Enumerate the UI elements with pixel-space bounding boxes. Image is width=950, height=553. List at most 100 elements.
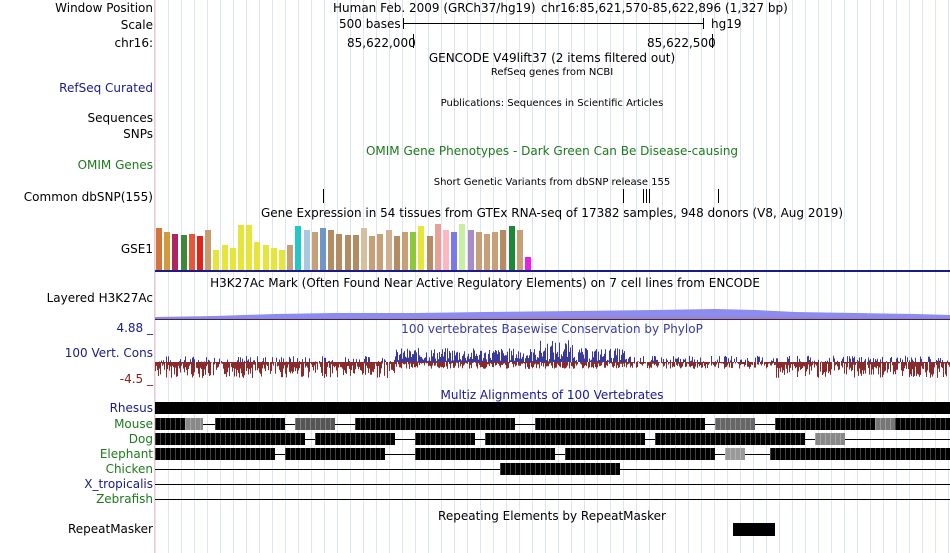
gtex-bar[interactable] xyxy=(434,224,441,270)
gtex-bar[interactable] xyxy=(270,248,277,270)
gtex-bar[interactable] xyxy=(393,236,400,270)
gtex-bar[interactable] xyxy=(328,230,335,270)
snp-mark[interactable] xyxy=(646,189,647,203)
gtex-bar[interactable] xyxy=(279,250,285,270)
omim-label[interactable]: OMIM Genes xyxy=(77,158,153,172)
snp-mark[interactable] xyxy=(649,189,650,203)
gtex-bar[interactable] xyxy=(418,226,425,270)
sequences-label[interactable]: Sequences xyxy=(87,111,153,125)
gtex-bar[interactable] xyxy=(377,234,384,270)
gtex-bar[interactable] xyxy=(180,235,187,270)
alignment-block xyxy=(155,418,185,430)
scale-label: Scale xyxy=(120,18,153,32)
gtex-bar[interactable] xyxy=(164,232,171,270)
species-label-mouse[interactable]: Mouse xyxy=(114,417,153,431)
snp-mark[interactable] xyxy=(623,189,624,203)
gtex-bar[interactable] xyxy=(262,245,269,270)
phylop-signal[interactable] xyxy=(155,320,950,386)
snp-mark[interactable] xyxy=(643,189,644,203)
h3k27ac-label[interactable]: Layered H3K27Ac xyxy=(46,291,153,305)
gtex-bar[interactable] xyxy=(254,242,261,270)
gtex-bar[interactable] xyxy=(197,236,203,270)
cons-label[interactable]: 100 Vert. Cons xyxy=(64,346,153,360)
gtex-bar[interactable] xyxy=(246,225,253,270)
repeatmasker-title: Repeating Elements by RepeatMasker xyxy=(438,509,666,523)
dbsnp-label[interactable]: Common dbSNP(155) xyxy=(23,190,153,204)
chr-label: chr16: xyxy=(114,36,153,50)
gtex-bar[interactable] xyxy=(303,230,310,270)
species-label-zebrafish[interactable]: Zebrafish xyxy=(96,492,153,506)
gtex-bar[interactable] xyxy=(516,230,523,270)
gtex-bar[interactable] xyxy=(361,228,367,270)
ruler-tick-label-2: 85,622,500 xyxy=(647,36,716,50)
gtex-bar[interactable] xyxy=(229,248,236,270)
gtex-bar[interactable] xyxy=(221,245,228,270)
alignment-row[interactable] xyxy=(155,478,950,490)
refseq-label[interactable]: RefSeq Curated xyxy=(59,81,153,95)
alignment-row[interactable] xyxy=(155,448,950,460)
gtex-bar[interactable] xyxy=(320,228,326,270)
gtex-bar[interactable] xyxy=(492,232,499,270)
alignment-row[interactable] xyxy=(155,402,950,414)
species-label-x_tropicalis[interactable]: X_tropicalis xyxy=(84,477,153,491)
alignment-block xyxy=(415,433,475,445)
alignment-block xyxy=(895,418,950,430)
gtex-bar[interactable] xyxy=(336,234,343,270)
species-label-chicken[interactable]: Chicken xyxy=(105,462,153,476)
gtex-bar[interactable] xyxy=(352,235,359,270)
gtex-bar[interactable] xyxy=(451,232,458,270)
species-label-rhesus[interactable]: Rhesus xyxy=(109,401,153,415)
gtex-bar[interactable] xyxy=(410,232,417,270)
gtex-bar[interactable] xyxy=(344,235,351,270)
gtex-bar-chart[interactable] xyxy=(156,222,536,270)
gtex-bar[interactable] xyxy=(484,234,490,270)
alignment-row[interactable] xyxy=(155,493,950,505)
gtex-title: Gene Expression in 54 tissues from GTEx … xyxy=(260,206,844,220)
alignment-block xyxy=(295,418,335,430)
gtex-bar[interactable] xyxy=(426,236,433,270)
gtex-bar[interactable] xyxy=(475,232,482,270)
repeatmasker-label[interactable]: RepeatMasker xyxy=(67,522,153,536)
gtex-bar[interactable] xyxy=(402,232,408,270)
gse1-label[interactable]: GSE1 xyxy=(120,242,153,256)
h3k27ac-signal[interactable] xyxy=(155,296,950,320)
gtex-bar[interactable] xyxy=(205,230,212,270)
snp-mark[interactable] xyxy=(323,189,324,203)
alignment-block xyxy=(775,418,875,430)
gtex-bar[interactable] xyxy=(508,226,515,270)
species-label-elephant[interactable]: Elephant xyxy=(99,447,153,461)
gtex-bar[interactable] xyxy=(188,234,195,270)
alignment-block xyxy=(715,418,755,430)
alignment-block xyxy=(155,402,950,414)
alignment-row[interactable] xyxy=(155,418,950,430)
species-label-dog[interactable]: Dog xyxy=(128,432,153,446)
multiz-title: Multiz Alignments of 100 Vertebrates xyxy=(440,388,664,402)
gtex-bar[interactable] xyxy=(500,230,507,270)
gtex-bar[interactable] xyxy=(295,226,302,270)
snp-mark[interactable] xyxy=(718,189,719,203)
ruler-tick-2 xyxy=(712,34,713,48)
gtex-bar[interactable] xyxy=(287,245,294,270)
alignment-row[interactable] xyxy=(155,433,950,445)
ruler-tick-label-1: 85,622,000 xyxy=(347,36,416,50)
gtex-bar[interactable] xyxy=(467,230,474,270)
gtex-bar[interactable] xyxy=(443,230,449,270)
gtex-bar[interactable] xyxy=(172,234,179,270)
gtex-bar[interactable] xyxy=(525,257,531,270)
window-position-label: Window Position xyxy=(55,1,153,15)
gtex-bar[interactable] xyxy=(385,230,392,270)
gtex-bar[interactable] xyxy=(156,228,162,270)
gtex-bar[interactable] xyxy=(213,250,220,270)
alignment-block xyxy=(415,448,555,460)
alignment-row[interactable] xyxy=(155,463,950,475)
gtex-bar[interactable] xyxy=(459,224,466,270)
snps-label[interactable]: SNPs xyxy=(123,127,153,141)
alignment-block xyxy=(565,448,715,460)
gtex-bar[interactable] xyxy=(238,225,244,270)
gtex-bar[interactable] xyxy=(369,236,376,270)
label-separator xyxy=(154,0,155,553)
scale-text: 500 bases xyxy=(339,17,401,31)
repeat-element[interactable] xyxy=(733,523,775,536)
ruler-tick-1 xyxy=(413,34,414,48)
gtex-bar[interactable] xyxy=(311,232,318,270)
